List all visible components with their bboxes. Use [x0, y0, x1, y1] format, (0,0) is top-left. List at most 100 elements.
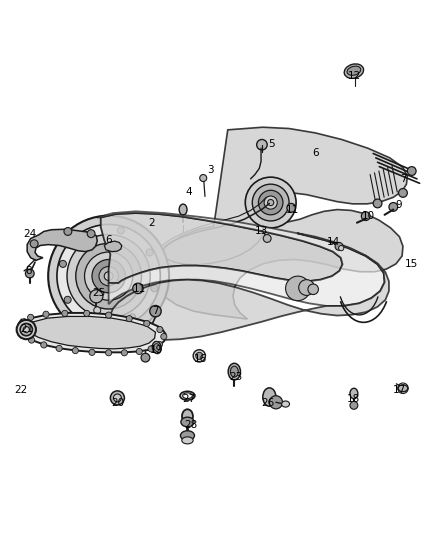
Circle shape — [252, 184, 289, 221]
Circle shape — [21, 319, 27, 325]
Circle shape — [133, 283, 143, 294]
Polygon shape — [101, 213, 343, 283]
Ellipse shape — [181, 417, 194, 427]
Ellipse shape — [182, 409, 193, 423]
Circle shape — [157, 327, 163, 333]
Circle shape — [361, 212, 370, 221]
Circle shape — [151, 285, 158, 292]
Text: 11: 11 — [133, 284, 146, 294]
Polygon shape — [104, 241, 122, 252]
Circle shape — [257, 140, 267, 150]
Ellipse shape — [179, 204, 187, 215]
Circle shape — [90, 290, 103, 303]
Circle shape — [258, 190, 283, 215]
Text: 12: 12 — [348, 71, 361, 81]
Ellipse shape — [183, 393, 192, 399]
Circle shape — [193, 350, 205, 362]
Ellipse shape — [152, 342, 161, 353]
Ellipse shape — [263, 388, 276, 406]
Ellipse shape — [344, 64, 364, 78]
Circle shape — [156, 342, 162, 348]
Circle shape — [126, 316, 132, 322]
Text: 16: 16 — [194, 354, 207, 365]
Circle shape — [117, 227, 124, 234]
Circle shape — [85, 252, 133, 300]
Circle shape — [129, 313, 136, 321]
Circle shape — [67, 235, 150, 318]
Text: 18: 18 — [347, 394, 360, 404]
Ellipse shape — [230, 366, 238, 377]
Text: 20: 20 — [111, 398, 124, 408]
Polygon shape — [97, 211, 385, 306]
Circle shape — [89, 349, 95, 356]
Ellipse shape — [350, 388, 358, 399]
Ellipse shape — [282, 401, 290, 407]
Ellipse shape — [347, 66, 361, 75]
Polygon shape — [27, 229, 97, 260]
Text: 24: 24 — [23, 229, 36, 239]
Text: 10: 10 — [361, 211, 374, 221]
Text: 27: 27 — [183, 394, 196, 404]
Text: 14: 14 — [327, 237, 340, 247]
Ellipse shape — [398, 385, 408, 392]
Text: 28: 28 — [184, 420, 197, 430]
Circle shape — [87, 230, 95, 238]
Circle shape — [81, 232, 88, 239]
Circle shape — [64, 296, 71, 303]
Text: 13: 13 — [255, 225, 268, 236]
Text: 4: 4 — [185, 187, 192, 197]
Circle shape — [17, 320, 36, 339]
Circle shape — [146, 249, 153, 256]
Circle shape — [106, 312, 112, 318]
Text: 21: 21 — [21, 324, 34, 334]
Circle shape — [161, 334, 167, 340]
Circle shape — [56, 345, 62, 351]
Circle shape — [339, 246, 344, 251]
Circle shape — [99, 266, 118, 286]
Circle shape — [399, 189, 407, 197]
Circle shape — [41, 342, 47, 348]
Circle shape — [60, 261, 67, 268]
Circle shape — [84, 310, 90, 317]
Ellipse shape — [180, 391, 195, 400]
Circle shape — [30, 240, 38, 248]
Circle shape — [268, 199, 274, 206]
Circle shape — [373, 199, 382, 208]
Ellipse shape — [152, 289, 163, 298]
Circle shape — [23, 327, 29, 333]
Ellipse shape — [180, 431, 194, 440]
Circle shape — [25, 269, 34, 278]
Polygon shape — [19, 313, 166, 352]
Circle shape — [20, 324, 32, 336]
Text: 19: 19 — [150, 345, 163, 355]
Circle shape — [269, 395, 283, 409]
Circle shape — [93, 318, 100, 325]
Text: 7: 7 — [399, 174, 406, 184]
Circle shape — [104, 272, 113, 280]
Text: 8: 8 — [25, 266, 32, 276]
Circle shape — [200, 174, 207, 182]
Text: 15: 15 — [405, 260, 418, 269]
Circle shape — [264, 196, 277, 209]
Circle shape — [150, 305, 161, 317]
Circle shape — [113, 394, 121, 402]
Ellipse shape — [182, 437, 193, 444]
Ellipse shape — [153, 246, 162, 259]
Ellipse shape — [154, 344, 160, 351]
Circle shape — [136, 349, 142, 354]
Circle shape — [94, 307, 101, 314]
Circle shape — [92, 260, 125, 293]
Circle shape — [407, 167, 416, 175]
Circle shape — [76, 243, 141, 309]
Text: 17: 17 — [393, 385, 406, 395]
Ellipse shape — [228, 364, 240, 380]
Text: 26: 26 — [261, 398, 275, 408]
Circle shape — [28, 314, 34, 320]
Circle shape — [335, 243, 343, 251]
Text: 23: 23 — [229, 372, 242, 382]
Text: 11: 11 — [286, 205, 299, 215]
Polygon shape — [24, 317, 155, 349]
Circle shape — [144, 320, 150, 327]
Circle shape — [43, 311, 49, 317]
Circle shape — [287, 204, 296, 212]
